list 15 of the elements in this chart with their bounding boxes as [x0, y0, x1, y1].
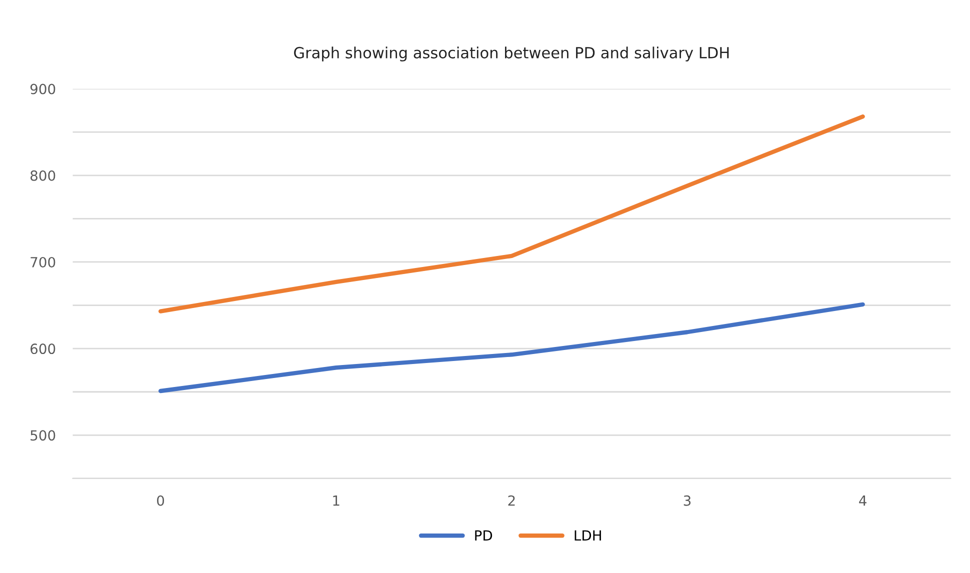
y-tick-label: 600 [30, 344, 56, 354]
x-tick-label: 1 [333, 496, 340, 506]
line-series [158, 302, 865, 394]
x-tick-label: 0 [157, 495, 164, 506]
x-tick-label: 3 [684, 495, 691, 506]
chart-title: Graph showing association between PD and salivary LDH [294, 46, 729, 62]
y-tick-label: 900 [30, 84, 56, 94]
y-tick-label: 500 [30, 430, 56, 441]
legend-label: PD [475, 530, 492, 540]
line-series [158, 114, 865, 314]
y-tick-label: 800 [30, 170, 56, 181]
y-tick-label: 700 [30, 256, 56, 268]
x-tick-label: 4 [859, 496, 866, 506]
legend-label: LDH [574, 530, 601, 540]
x-tick-label: 2 [508, 495, 515, 506]
